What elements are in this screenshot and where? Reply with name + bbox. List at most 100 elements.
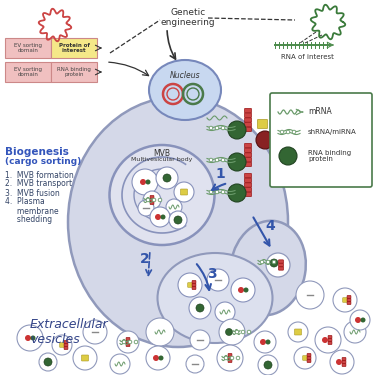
Text: Protein of
interest: Protein of interest xyxy=(58,43,89,53)
Text: membrane: membrane xyxy=(5,207,58,216)
Circle shape xyxy=(153,355,159,361)
Circle shape xyxy=(132,169,158,195)
FancyBboxPatch shape xyxy=(192,280,196,284)
FancyBboxPatch shape xyxy=(192,286,196,290)
FancyBboxPatch shape xyxy=(244,174,251,178)
Circle shape xyxy=(158,198,162,202)
FancyBboxPatch shape xyxy=(228,354,232,356)
Circle shape xyxy=(247,330,251,334)
FancyBboxPatch shape xyxy=(150,202,154,204)
Circle shape xyxy=(215,302,235,322)
FancyBboxPatch shape xyxy=(342,364,346,366)
FancyBboxPatch shape xyxy=(244,118,251,122)
Circle shape xyxy=(156,167,178,189)
Text: Extracellular
vesicles: Extracellular vesicles xyxy=(30,318,109,346)
Text: RNA binding
protein: RNA binding protein xyxy=(57,67,91,77)
Circle shape xyxy=(150,207,170,227)
Circle shape xyxy=(163,174,171,182)
FancyBboxPatch shape xyxy=(328,339,332,341)
FancyBboxPatch shape xyxy=(307,360,311,362)
Circle shape xyxy=(178,273,202,297)
Circle shape xyxy=(322,337,328,343)
Circle shape xyxy=(254,331,276,353)
Circle shape xyxy=(260,260,264,264)
Circle shape xyxy=(221,190,225,194)
Ellipse shape xyxy=(149,60,221,120)
FancyBboxPatch shape xyxy=(244,153,251,157)
FancyBboxPatch shape xyxy=(64,340,68,344)
Circle shape xyxy=(292,130,296,134)
Circle shape xyxy=(264,361,272,369)
Text: Genetic
engineering: Genetic engineering xyxy=(160,8,215,27)
Circle shape xyxy=(330,350,354,374)
Circle shape xyxy=(224,356,228,360)
Circle shape xyxy=(209,158,213,162)
FancyBboxPatch shape xyxy=(60,343,64,347)
Text: 4: 4 xyxy=(265,219,275,233)
FancyBboxPatch shape xyxy=(328,336,332,338)
Circle shape xyxy=(209,126,213,130)
FancyBboxPatch shape xyxy=(228,360,232,362)
Circle shape xyxy=(146,318,174,346)
Text: 1: 1 xyxy=(215,167,225,181)
FancyBboxPatch shape xyxy=(244,183,251,187)
Circle shape xyxy=(294,347,316,369)
Circle shape xyxy=(196,304,204,312)
FancyBboxPatch shape xyxy=(244,148,251,153)
Circle shape xyxy=(215,126,219,130)
FancyBboxPatch shape xyxy=(244,188,251,192)
FancyBboxPatch shape xyxy=(126,340,130,344)
FancyBboxPatch shape xyxy=(244,113,251,117)
Circle shape xyxy=(219,319,245,345)
Circle shape xyxy=(155,214,161,220)
Circle shape xyxy=(134,340,138,344)
FancyBboxPatch shape xyxy=(347,302,351,304)
FancyBboxPatch shape xyxy=(5,38,51,58)
Circle shape xyxy=(174,182,194,202)
Circle shape xyxy=(238,287,244,293)
FancyBboxPatch shape xyxy=(279,267,284,270)
FancyBboxPatch shape xyxy=(228,357,232,359)
Circle shape xyxy=(30,336,36,340)
Circle shape xyxy=(189,297,211,319)
FancyBboxPatch shape xyxy=(328,342,332,344)
Circle shape xyxy=(215,190,219,194)
Circle shape xyxy=(230,356,234,360)
Text: mRNA: mRNA xyxy=(308,108,332,117)
Circle shape xyxy=(174,216,182,224)
Text: RNA of interest: RNA of interest xyxy=(280,54,333,60)
Circle shape xyxy=(169,211,187,229)
Circle shape xyxy=(235,330,239,334)
Text: (cargo sorting): (cargo sorting) xyxy=(5,158,81,166)
FancyBboxPatch shape xyxy=(81,355,88,361)
Circle shape xyxy=(360,318,366,322)
Circle shape xyxy=(138,200,154,216)
FancyBboxPatch shape xyxy=(244,162,251,166)
FancyBboxPatch shape xyxy=(126,344,130,346)
Circle shape xyxy=(256,131,274,149)
Circle shape xyxy=(52,335,72,355)
Circle shape xyxy=(266,260,270,264)
Circle shape xyxy=(266,253,290,277)
FancyBboxPatch shape xyxy=(307,357,311,359)
FancyBboxPatch shape xyxy=(244,158,251,162)
FancyBboxPatch shape xyxy=(51,38,97,58)
FancyBboxPatch shape xyxy=(180,189,188,195)
Text: 1.  MVB formation: 1. MVB formation xyxy=(5,171,74,180)
Circle shape xyxy=(160,214,165,219)
FancyBboxPatch shape xyxy=(294,329,302,335)
Circle shape xyxy=(17,325,43,351)
Circle shape xyxy=(258,355,278,375)
Circle shape xyxy=(146,346,170,370)
Circle shape xyxy=(296,281,324,309)
FancyBboxPatch shape xyxy=(279,260,284,263)
FancyBboxPatch shape xyxy=(343,298,347,302)
Circle shape xyxy=(217,345,243,371)
Circle shape xyxy=(266,339,270,345)
Circle shape xyxy=(241,330,245,334)
FancyBboxPatch shape xyxy=(347,296,351,298)
Circle shape xyxy=(190,330,210,350)
Circle shape xyxy=(25,335,31,341)
Circle shape xyxy=(143,191,161,209)
Text: 2.  MVB transport: 2. MVB transport xyxy=(5,180,72,189)
